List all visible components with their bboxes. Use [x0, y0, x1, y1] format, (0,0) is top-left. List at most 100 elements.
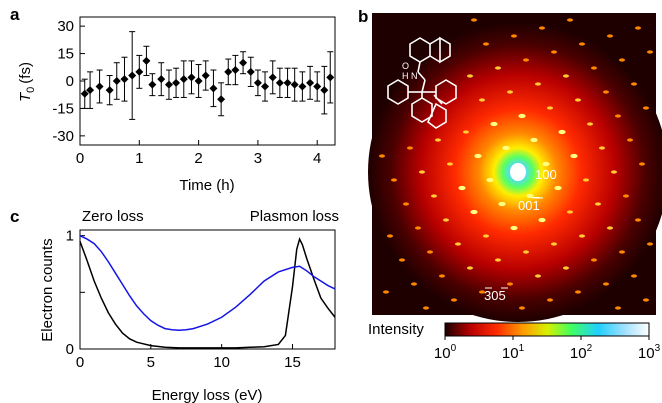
diffraction-spot: [647, 50, 653, 54]
diffraction-spot: [451, 298, 457, 302]
chart-c: Zero loss Plasmon loss 0 1 0 5 10 15 Energy …: [39, 208, 339, 403]
diffraction-spot: [387, 234, 393, 238]
diffraction-spot: [563, 74, 569, 78]
chart-a-ytick-label: 30: [57, 18, 74, 35]
diffraction-spot: [551, 242, 557, 246]
diffraction-spot: [607, 226, 613, 230]
diffraction-spot: [631, 82, 637, 86]
diffraction-spot: [535, 82, 541, 86]
diffraction-spot: [591, 66, 597, 70]
spot-label-001bar-a: 00: [518, 198, 532, 213]
diffraction-spot: [423, 306, 429, 310]
diffraction-spot: [570, 153, 578, 159]
diffraction-spot: [603, 282, 609, 286]
chart-c-xlabel: Energy loss (eV): [152, 387, 263, 403]
chart-c-xtick-label: 15: [284, 354, 301, 371]
colorbar-tick-label: 100: [434, 343, 457, 362]
diffraction-spot: [539, 26, 545, 30]
diffraction-spot: [627, 138, 633, 142]
diffraction-spot: [399, 258, 405, 262]
diffraction-spot: [567, 18, 573, 22]
diffraction-spot: [443, 218, 449, 222]
diffraction-spot: [490, 121, 498, 127]
molecule-atom-h: H: [402, 71, 409, 81]
data-point: [95, 82, 104, 91]
diffraction-spot: [498, 201, 506, 207]
diffraction-spot: [538, 217, 546, 223]
diffraction-spot: [411, 282, 417, 286]
data-point: [86, 86, 95, 95]
diffraction-spot: [463, 130, 469, 134]
colorbar-tick-label: 101: [502, 343, 525, 362]
chart-a-ylabel: T0 (fs): [17, 62, 37, 102]
spot-label-100: 100: [535, 167, 557, 182]
diffraction-spot: [619, 58, 625, 62]
data-point: [142, 56, 151, 65]
diffraction-spot: [486, 177, 494, 183]
chart-a-ytick-label: 0: [66, 73, 74, 90]
diffraction-spot: [619, 250, 625, 254]
diffraction-spot: [415, 226, 421, 230]
colorbar-label: Intensity: [368, 321, 424, 338]
diffraction-spot: [471, 18, 477, 22]
chart-a-ytick-label: -15: [52, 100, 74, 117]
data-point: [268, 73, 277, 82]
spot-label-305-c: 5: [498, 288, 505, 303]
diffraction-spot: [403, 202, 409, 206]
data-point: [275, 78, 284, 87]
chart-c-xtick-label: 10: [213, 354, 230, 371]
diffraction-spot: [599, 146, 605, 150]
diffraction-spot: [591, 258, 597, 262]
diffraction-spot: [575, 98, 581, 102]
data-point: [128, 71, 137, 80]
molecule-atom-o: O: [402, 61, 409, 71]
chart-c-xtick-label: 0: [76, 354, 84, 371]
data-point: [290, 80, 299, 89]
diffraction-spot: [530, 137, 538, 143]
series-line-blue: [79, 234, 336, 332]
diffraction-spot: [583, 178, 589, 182]
chart-a-ylabel-sub: 0: [25, 87, 37, 93]
diffraction-spot: [526, 193, 534, 199]
diffraction-spots: [379, 18, 653, 310]
chart-a-ytick-label: -30: [52, 128, 74, 145]
diffraction-spot: [511, 34, 517, 38]
chart-a-ytick-label: 15: [57, 46, 74, 63]
diffraction-spot: [542, 161, 550, 167]
data-point: [306, 78, 315, 87]
diffraction-spot: [547, 106, 553, 110]
chart-a-ylabel-main: T: [17, 91, 34, 102]
chart-a-xtick-label: 4: [313, 150, 321, 167]
chart-c-ylabel: Electron counts: [39, 238, 56, 341]
diffraction-spot: [431, 194, 437, 198]
diffraction-spot: [447, 162, 453, 166]
diffraction-spot: [518, 113, 526, 119]
data-point: [135, 67, 144, 76]
chart-a-xtick-label: 1: [135, 150, 143, 167]
diffraction-spot: [495, 66, 501, 70]
diffraction-spot: [407, 146, 413, 150]
spot-label-001bar-b: 1: [532, 198, 539, 213]
panel-label-c: c: [10, 207, 19, 226]
diffraction-spot: [647, 242, 653, 246]
direct-beam: [510, 163, 526, 181]
diffraction-spot: [635, 218, 641, 222]
diffraction-spot: [383, 290, 389, 294]
data-point: [261, 82, 270, 91]
data-point: [187, 73, 196, 82]
diffraction-spot: [519, 306, 525, 310]
data-point: [112, 77, 121, 85]
diffraction-spot: [435, 138, 441, 142]
diffraction-spot: [631, 274, 637, 278]
diffraction-spot: [567, 210, 573, 214]
data-point: [120, 75, 129, 84]
diffraction-spot: [479, 290, 485, 294]
diffraction-spot: [502, 145, 510, 151]
diffraction-spot: [615, 306, 621, 310]
colorbar: [444, 322, 650, 337]
diffraction-spot: [523, 58, 529, 62]
diffraction-spot: [643, 106, 649, 110]
data-point: [105, 86, 114, 95]
